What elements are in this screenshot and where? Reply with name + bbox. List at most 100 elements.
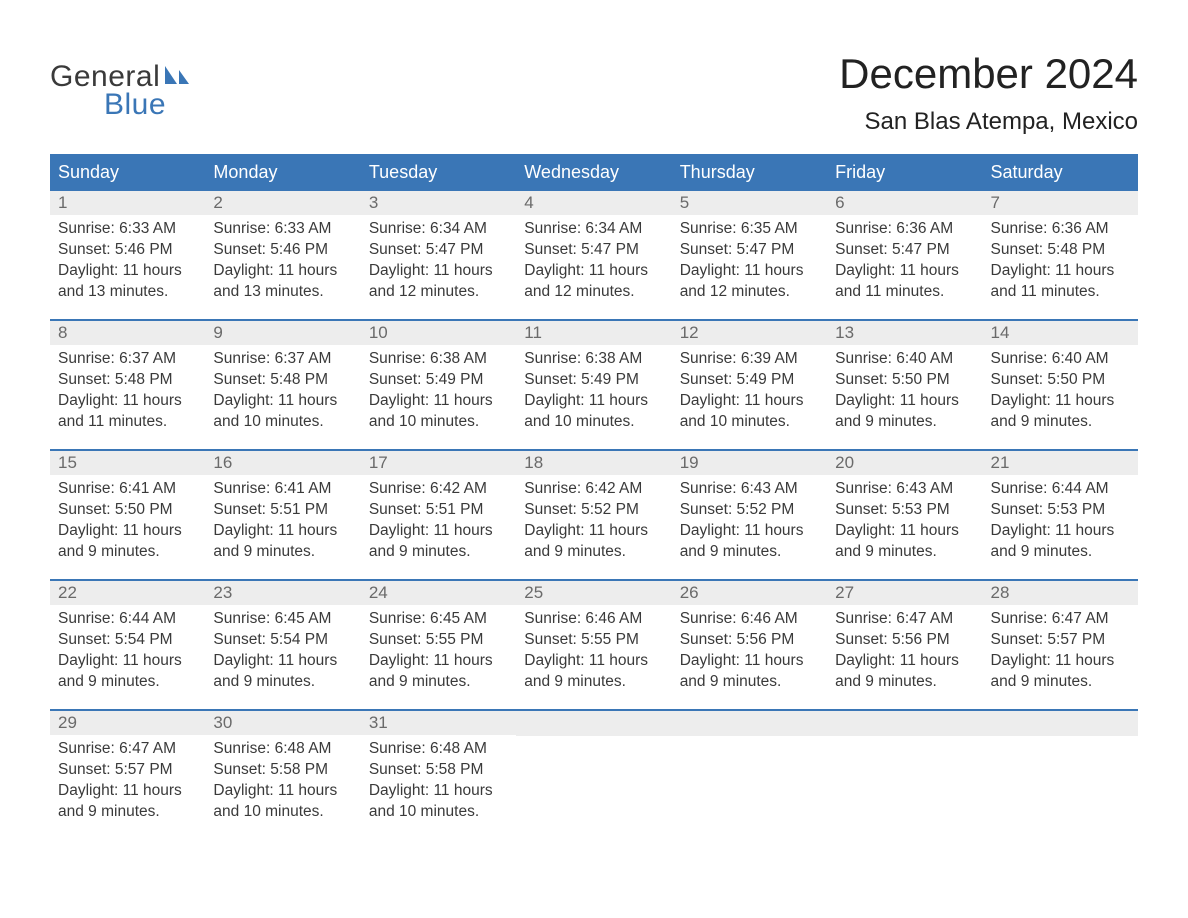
day-body: Sunrise: 6:46 AMSunset: 5:55 PMDaylight:… xyxy=(516,605,671,707)
daylight-line: Daylight: 11 hours and 10 minutes. xyxy=(680,391,819,433)
day-number: 16 xyxy=(205,451,360,475)
sunset-line: Sunset: 5:46 PM xyxy=(58,240,197,261)
sunrise-line: Sunrise: 6:40 AM xyxy=(991,349,1130,370)
daylight-line: Daylight: 11 hours and 9 minutes. xyxy=(524,521,663,563)
sunset-line: Sunset: 5:46 PM xyxy=(213,240,352,261)
week-row: 22Sunrise: 6:44 AMSunset: 5:54 PMDayligh… xyxy=(50,579,1138,709)
day-number: 24 xyxy=(361,581,516,605)
day-body: Sunrise: 6:33 AMSunset: 5:46 PMDaylight:… xyxy=(205,215,360,317)
day-number: 7 xyxy=(983,191,1138,215)
day-number: 10 xyxy=(361,321,516,345)
sunset-line: Sunset: 5:54 PM xyxy=(213,630,352,651)
day-body: Sunrise: 6:37 AMSunset: 5:48 PMDaylight:… xyxy=(50,345,205,447)
day-body: Sunrise: 6:48 AMSunset: 5:58 PMDaylight:… xyxy=(361,735,516,837)
daylight-line: Daylight: 11 hours and 13 minutes. xyxy=(213,261,352,303)
day-number: 3 xyxy=(361,191,516,215)
sunrise-line: Sunrise: 6:38 AM xyxy=(369,349,508,370)
day-body: Sunrise: 6:40 AMSunset: 5:50 PMDaylight:… xyxy=(827,345,982,447)
sunset-line: Sunset: 5:56 PM xyxy=(680,630,819,651)
month-title: December 2024 xyxy=(839,50,1138,98)
sunset-line: Sunset: 5:47 PM xyxy=(369,240,508,261)
daylight-line: Daylight: 11 hours and 9 minutes. xyxy=(991,521,1130,563)
day-cell: 3Sunrise: 6:34 AMSunset: 5:47 PMDaylight… xyxy=(361,191,516,319)
day-cell: 29Sunrise: 6:47 AMSunset: 5:57 PMDayligh… xyxy=(50,711,205,839)
day-number: 20 xyxy=(827,451,982,475)
day-cell: 31Sunrise: 6:48 AMSunset: 5:58 PMDayligh… xyxy=(361,711,516,839)
day-number: 27 xyxy=(827,581,982,605)
week-row: 1Sunrise: 6:33 AMSunset: 5:46 PMDaylight… xyxy=(50,189,1138,319)
day-body: Sunrise: 6:43 AMSunset: 5:53 PMDaylight:… xyxy=(827,475,982,577)
daylight-line: Daylight: 11 hours and 9 minutes. xyxy=(369,521,508,563)
sunrise-line: Sunrise: 6:44 AM xyxy=(58,609,197,630)
day-number: 2 xyxy=(205,191,360,215)
sunset-line: Sunset: 5:56 PM xyxy=(835,630,974,651)
daylight-line: Daylight: 11 hours and 9 minutes. xyxy=(524,651,663,693)
daylight-line: Daylight: 11 hours and 9 minutes. xyxy=(835,521,974,563)
sunrise-line: Sunrise: 6:48 AM xyxy=(369,739,508,760)
weekday-header: Wednesday xyxy=(516,156,671,189)
day-number: 31 xyxy=(361,711,516,735)
daylight-line: Daylight: 11 hours and 10 minutes. xyxy=(213,391,352,433)
sunrise-line: Sunrise: 6:46 AM xyxy=(680,609,819,630)
day-number: 22 xyxy=(50,581,205,605)
day-number xyxy=(983,711,1138,736)
daylight-line: Daylight: 11 hours and 9 minutes. xyxy=(213,521,352,563)
day-body: Sunrise: 6:47 AMSunset: 5:56 PMDaylight:… xyxy=(827,605,982,707)
sunset-line: Sunset: 5:52 PM xyxy=(680,500,819,521)
sunrise-line: Sunrise: 6:46 AM xyxy=(524,609,663,630)
day-body: Sunrise: 6:38 AMSunset: 5:49 PMDaylight:… xyxy=(516,345,671,447)
weekday-header: Friday xyxy=(827,156,982,189)
day-cell: 9Sunrise: 6:37 AMSunset: 5:48 PMDaylight… xyxy=(205,321,360,449)
day-body: Sunrise: 6:41 AMSunset: 5:50 PMDaylight:… xyxy=(50,475,205,577)
day-cell: 26Sunrise: 6:46 AMSunset: 5:56 PMDayligh… xyxy=(672,581,827,709)
sunset-line: Sunset: 5:53 PM xyxy=(835,500,974,521)
sunset-line: Sunset: 5:57 PM xyxy=(991,630,1130,651)
location: San Blas Atempa, Mexico xyxy=(839,108,1138,136)
week-row: 8Sunrise: 6:37 AMSunset: 5:48 PMDaylight… xyxy=(50,319,1138,449)
sunrise-line: Sunrise: 6:41 AM xyxy=(58,479,197,500)
day-cell: 11Sunrise: 6:38 AMSunset: 5:49 PMDayligh… xyxy=(516,321,671,449)
day-cell: 22Sunrise: 6:44 AMSunset: 5:54 PMDayligh… xyxy=(50,581,205,709)
day-number: 28 xyxy=(983,581,1138,605)
sunrise-line: Sunrise: 6:33 AM xyxy=(213,219,352,240)
day-body: Sunrise: 6:44 AMSunset: 5:53 PMDaylight:… xyxy=(983,475,1138,577)
day-body: Sunrise: 6:48 AMSunset: 5:58 PMDaylight:… xyxy=(205,735,360,837)
daylight-line: Daylight: 11 hours and 12 minutes. xyxy=(524,261,663,303)
daylight-line: Daylight: 11 hours and 9 minutes. xyxy=(213,651,352,693)
daylight-line: Daylight: 11 hours and 9 minutes. xyxy=(680,521,819,563)
day-cell xyxy=(672,711,827,839)
daylight-line: Daylight: 11 hours and 11 minutes. xyxy=(58,391,197,433)
daylight-line: Daylight: 11 hours and 10 minutes. xyxy=(213,781,352,823)
day-number: 4 xyxy=(516,191,671,215)
day-body: Sunrise: 6:47 AMSunset: 5:57 PMDaylight:… xyxy=(983,605,1138,707)
day-cell: 30Sunrise: 6:48 AMSunset: 5:58 PMDayligh… xyxy=(205,711,360,839)
day-cell: 6Sunrise: 6:36 AMSunset: 5:47 PMDaylight… xyxy=(827,191,982,319)
day-number: 25 xyxy=(516,581,671,605)
day-number: 23 xyxy=(205,581,360,605)
weekday-header: Sunday xyxy=(50,156,205,189)
daylight-line: Daylight: 11 hours and 9 minutes. xyxy=(680,651,819,693)
day-number: 30 xyxy=(205,711,360,735)
sunrise-line: Sunrise: 6:40 AM xyxy=(835,349,974,370)
sunset-line: Sunset: 5:53 PM xyxy=(991,500,1130,521)
day-number: 8 xyxy=(50,321,205,345)
day-body: Sunrise: 6:42 AMSunset: 5:51 PMDaylight:… xyxy=(361,475,516,577)
day-cell: 18Sunrise: 6:42 AMSunset: 5:52 PMDayligh… xyxy=(516,451,671,579)
logo-sail-icon xyxy=(163,64,193,91)
sunrise-line: Sunrise: 6:36 AM xyxy=(835,219,974,240)
day-number: 29 xyxy=(50,711,205,735)
day-number: 15 xyxy=(50,451,205,475)
sunrise-line: Sunrise: 6:43 AM xyxy=(680,479,819,500)
sunset-line: Sunset: 5:49 PM xyxy=(680,370,819,391)
day-cell xyxy=(827,711,982,839)
day-number: 13 xyxy=(827,321,982,345)
day-number: 14 xyxy=(983,321,1138,345)
day-body: Sunrise: 6:35 AMSunset: 5:47 PMDaylight:… xyxy=(672,215,827,317)
day-body: Sunrise: 6:38 AMSunset: 5:49 PMDaylight:… xyxy=(361,345,516,447)
sunrise-line: Sunrise: 6:42 AM xyxy=(369,479,508,500)
day-cell: 25Sunrise: 6:46 AMSunset: 5:55 PMDayligh… xyxy=(516,581,671,709)
day-body: Sunrise: 6:33 AMSunset: 5:46 PMDaylight:… xyxy=(50,215,205,317)
day-cell xyxy=(516,711,671,839)
day-cell: 17Sunrise: 6:42 AMSunset: 5:51 PMDayligh… xyxy=(361,451,516,579)
day-number: 1 xyxy=(50,191,205,215)
